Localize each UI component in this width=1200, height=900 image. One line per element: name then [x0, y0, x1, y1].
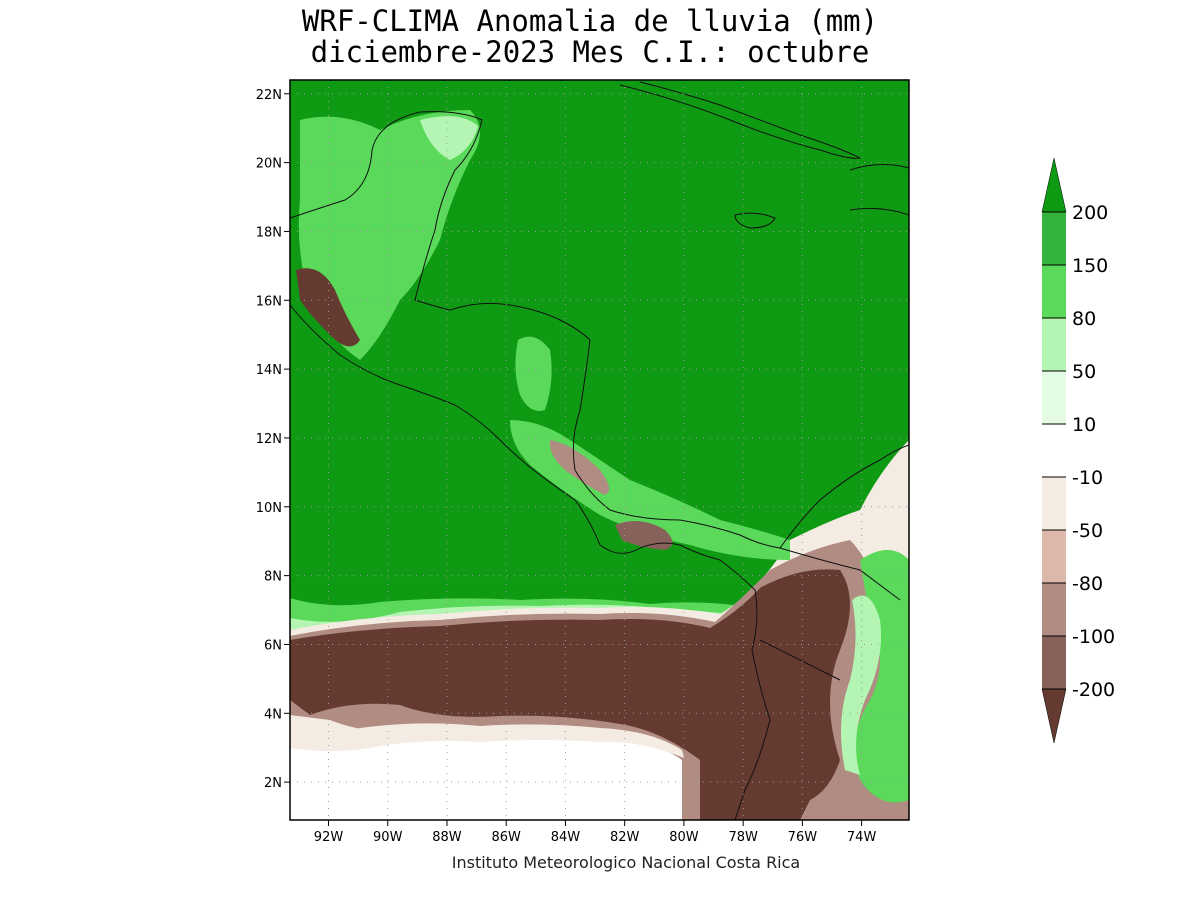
colorbar-label: 200 — [1072, 202, 1108, 224]
tick-label-lon: 88W — [432, 830, 462, 845]
footer-credit: Instituto Meteorologico Nacional Costa R… — [451, 853, 801, 872]
colorbar-swatch-4 — [1042, 424, 1066, 477]
tick-label-lat: 22N — [256, 88, 282, 103]
tick-label-lon: 86W — [492, 830, 522, 845]
field-dry-costarica — [549, 440, 609, 495]
tick-label-lat: 2N — [264, 776, 282, 791]
axis-ticks: 92W 90W 88W 86W 84W 82W 80W 78W 76W 74W 2N 4N 6N 8N 10… — [256, 88, 877, 845]
coastline-caribbean-central-america — [572, 339, 909, 549]
map-title-line2: diciembre-2023 Mes C.I.: octubre — [310, 35, 870, 69]
field-neutral-south — [290, 735, 682, 820]
coastline-cuba — [619, 81, 862, 159]
tick-label-lon: 82W — [610, 830, 640, 845]
colorbar-label: -100 — [1072, 626, 1115, 648]
colorbar-label: -200 — [1072, 679, 1115, 701]
anomaly-field — [290, 80, 909, 820]
colorbar-swatch-6 — [1042, 530, 1066, 583]
colorbar: 200 150 80 50 10 -10 -50 -80 -100 -200 — [1041, 157, 1115, 744]
tick-label-lat: 12N — [256, 432, 282, 447]
tick-label-lat: 16N — [256, 294, 282, 309]
field-dry-panama — [615, 521, 673, 550]
colorbar-label: 10 — [1072, 414, 1096, 436]
tick-label-lat: 18N — [256, 225, 282, 240]
colorbar-swatch-2 — [1042, 318, 1066, 371]
tick-label-lon: 92W — [314, 830, 344, 845]
tick-label-lon: 84W — [551, 830, 581, 845]
map-frame — [289, 79, 910, 821]
colorbar-top-triangle — [1041, 157, 1067, 213]
coastline-hispaniola — [849, 164, 909, 216]
colorbar-label: -50 — [1072, 520, 1103, 542]
coastline-jamaica — [734, 212, 776, 229]
field-wet-colombia — [854, 550, 909, 803]
tick-label-lon: 78W — [728, 830, 758, 845]
field-dry-light-south — [290, 722, 684, 758]
tick-label-lon: 90W — [373, 830, 403, 845]
tick-label-lat: 4N — [264, 707, 282, 722]
colorbar-swatch-3 — [1042, 371, 1066, 424]
field-wet-colombia-pale — [841, 595, 881, 775]
coastlines — [290, 81, 909, 820]
map-title-line1: WRF-CLIMA Anomalia de lluvia (mm) — [301, 4, 879, 38]
colorbar-label: -80 — [1072, 573, 1103, 595]
field-dry-andes — [763, 587, 820, 780]
tick-label-lat: 14N — [256, 363, 282, 378]
tick-label-lat: 20N — [256, 157, 282, 172]
colorbar-label: 50 — [1072, 361, 1096, 383]
tick-label-lat: 8N — [264, 570, 282, 585]
colorbar-label: 150 — [1072, 255, 1108, 277]
colorbar-bottom-triangle — [1041, 688, 1067, 744]
coastline-mexico-yucatan — [290, 111, 591, 341]
field-dry-strong — [290, 569, 850, 820]
coastline-pacific-central-america — [290, 304, 771, 820]
tick-label-lat: 10N — [256, 501, 282, 516]
colorbar-label: 80 — [1072, 308, 1096, 330]
coastline-colombia-border — [759, 547, 901, 681]
grid-lines — [290, 80, 909, 820]
field-wet-honduras — [515, 336, 552, 411]
field-dry-chiapas — [296, 268, 360, 347]
colorbar-swatch-0 — [1042, 212, 1066, 265]
field-wet-yucatan — [298, 110, 480, 360]
tick-label-lon: 80W — [669, 830, 699, 845]
tick-label-lat: 6N — [264, 638, 282, 653]
colorbar-swatch-5 — [1042, 477, 1066, 530]
colorbar-swatch-7 — [1042, 583, 1066, 636]
tick-label-lon: 74W — [847, 830, 877, 845]
tick-label-lon: 76W — [788, 830, 818, 845]
colorbar-label: -10 — [1072, 467, 1103, 489]
colorbar-swatch-1 — [1042, 265, 1066, 318]
colorbar-swatch-8 — [1042, 636, 1066, 689]
field-wet-yucatan-pale — [420, 116, 478, 160]
